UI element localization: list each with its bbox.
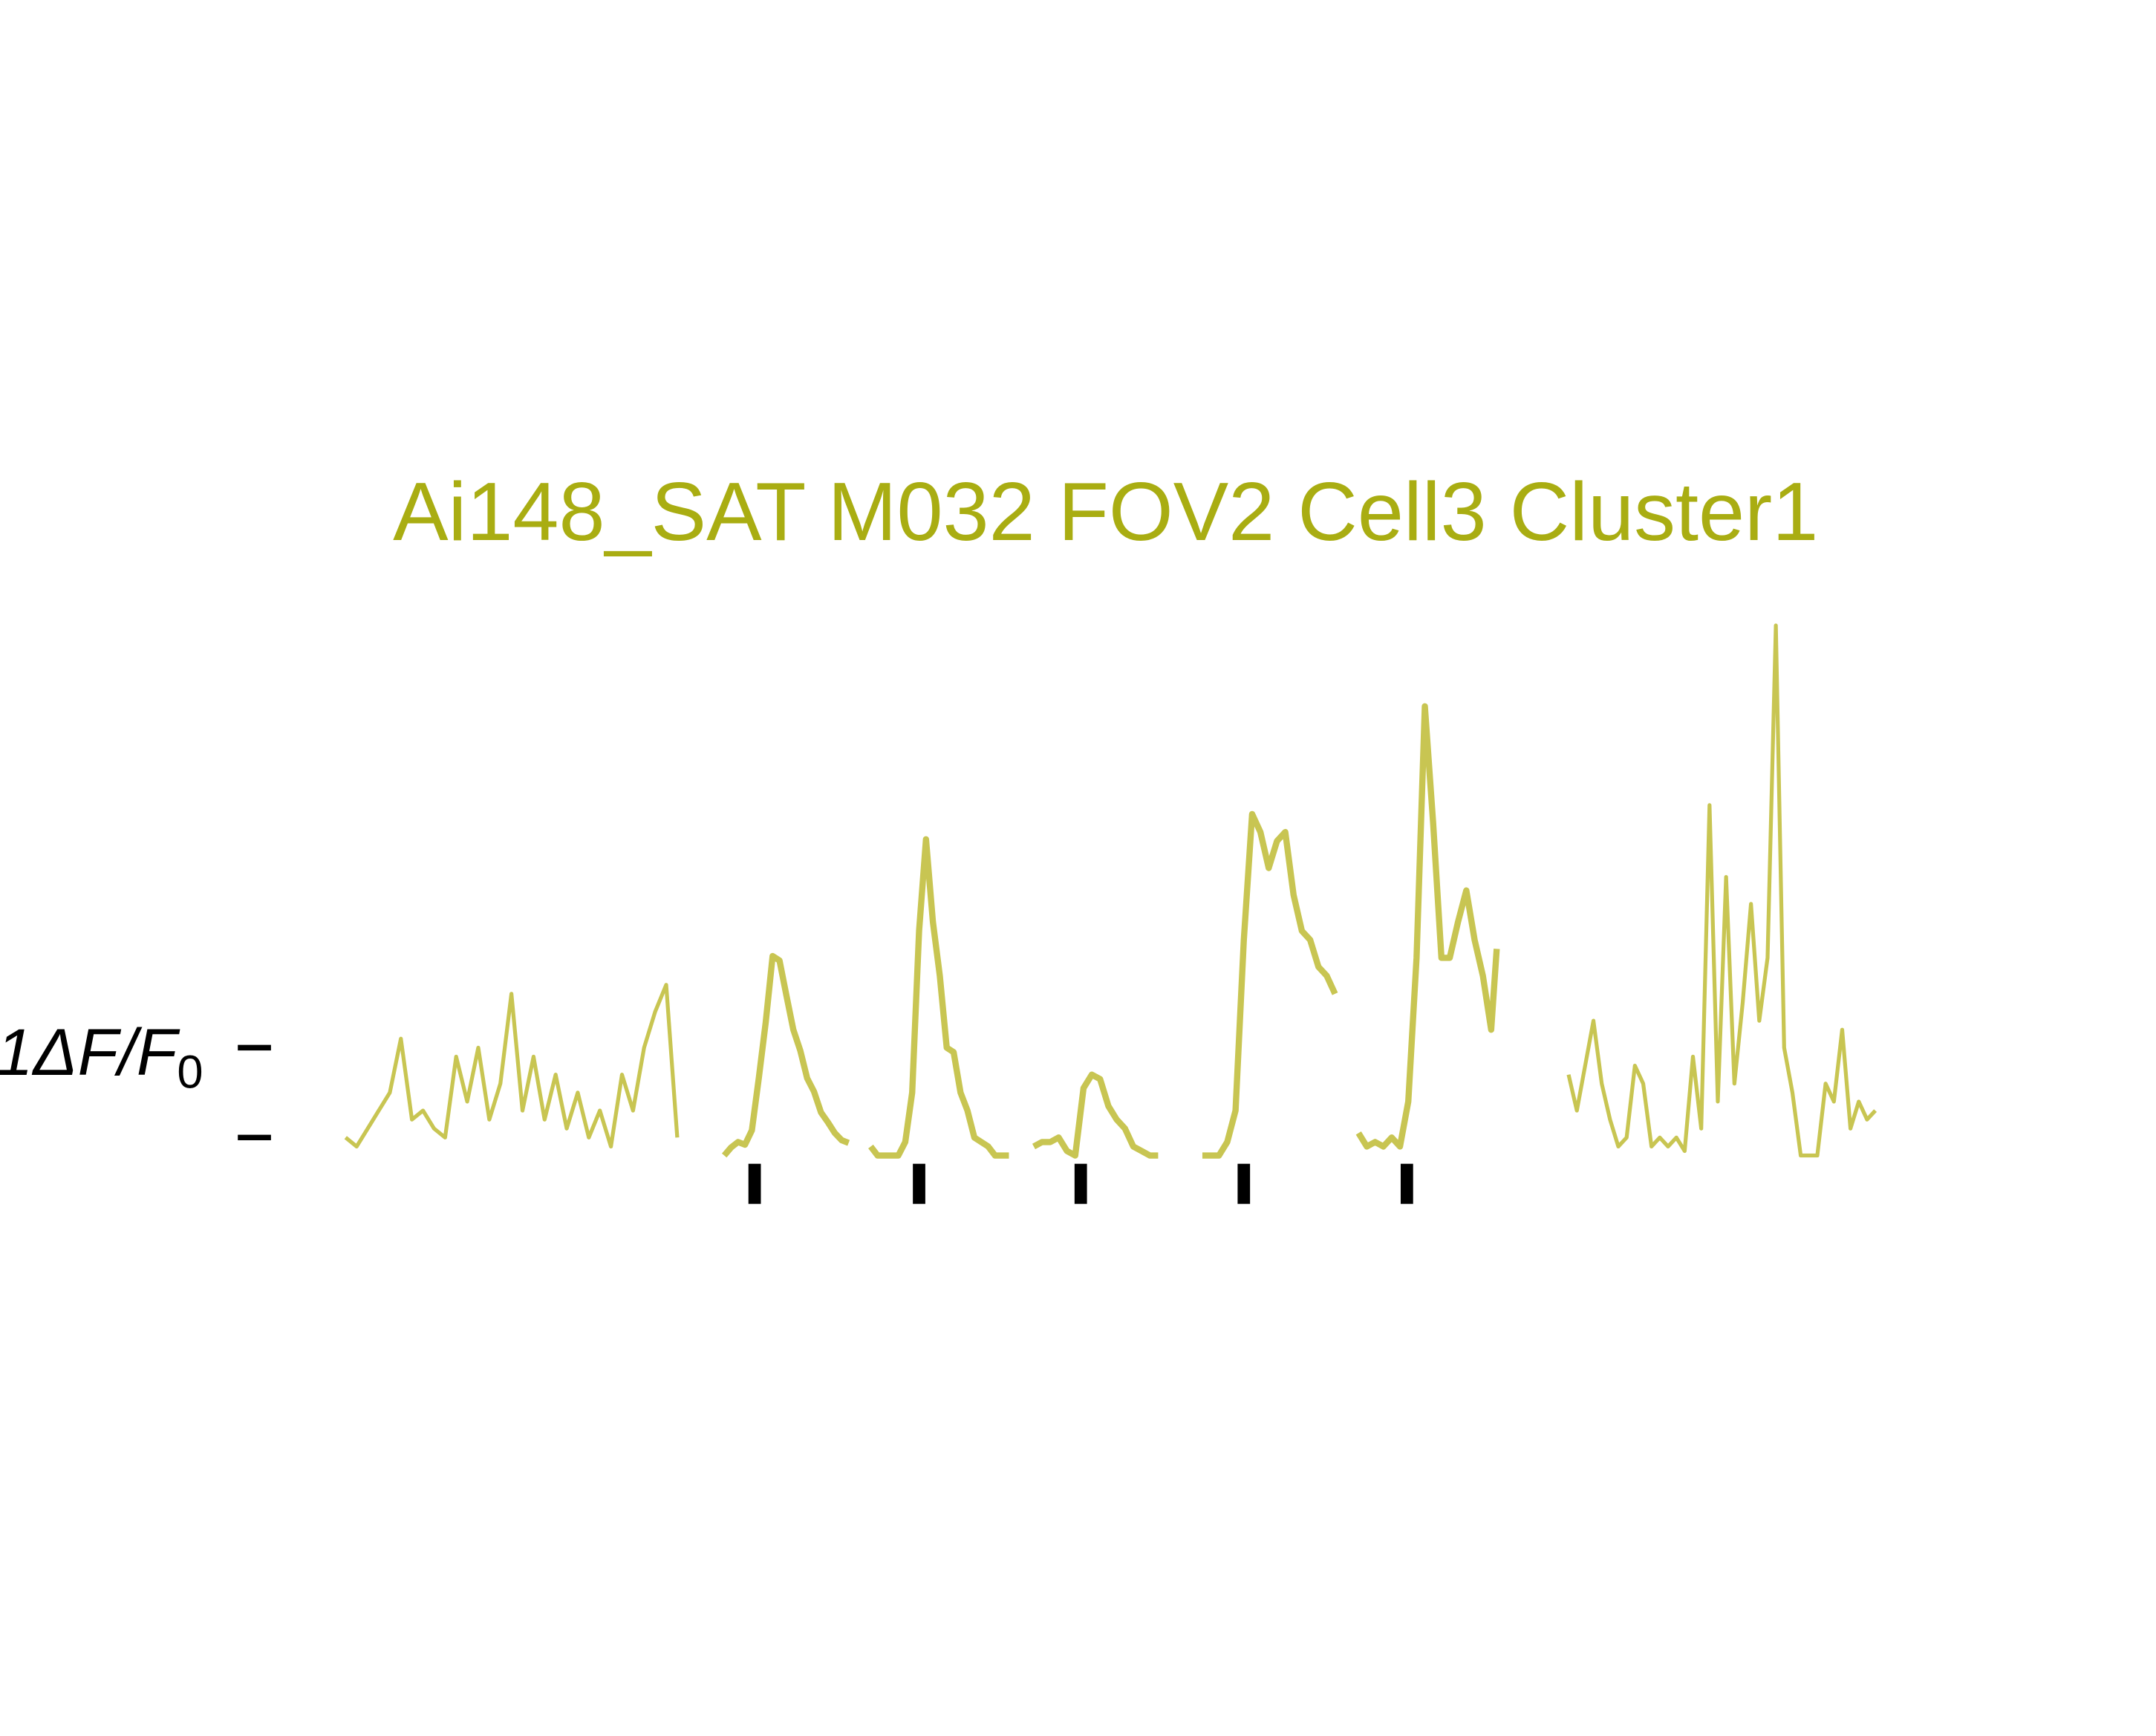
trace-line xyxy=(1032,1071,1159,1159)
trace-line xyxy=(868,836,1009,1159)
stimulus-marker xyxy=(1237,1163,1251,1204)
stimulus-marker xyxy=(1074,1163,1087,1204)
stimulus-marker xyxy=(1400,1163,1413,1204)
stimulus-marker xyxy=(748,1163,761,1204)
chart-title: Ai148_SAT M032 FOV2 Cell3 Cluster1 xyxy=(393,465,1818,558)
y-axis-label-subscript: 0 xyxy=(177,1046,203,1098)
y-axis-label: 1ΔF/F xyxy=(0,1015,180,1089)
trace-line xyxy=(344,983,680,1149)
trace-line xyxy=(721,952,850,1158)
trace-line xyxy=(1202,810,1338,1159)
trace-line xyxy=(1355,703,1500,1150)
trace-line xyxy=(1566,623,1877,1158)
stimulus-marker xyxy=(913,1163,925,1204)
